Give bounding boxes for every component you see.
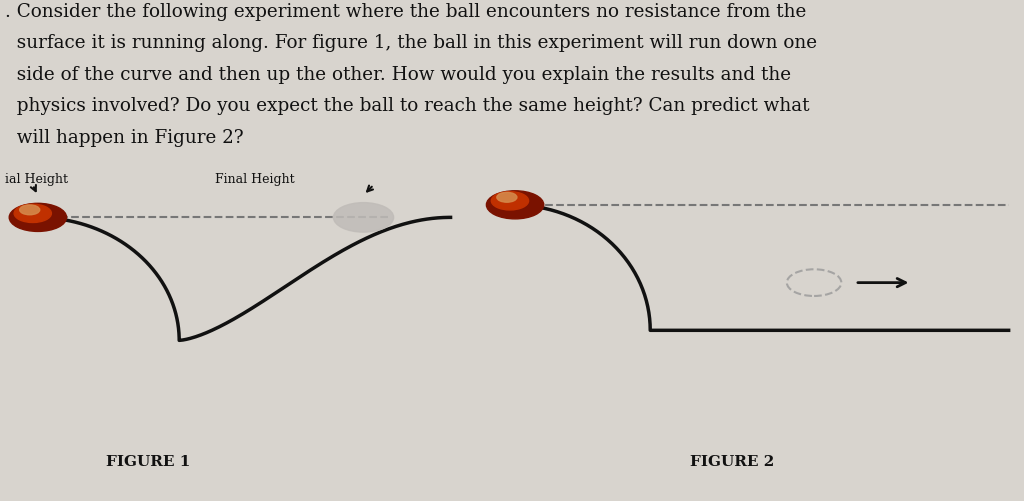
Text: ial Height: ial Height	[5, 173, 69, 186]
Text: side of the curve and then up the other. How would you explain the results and t: side of the curve and then up the other.…	[5, 66, 792, 84]
Circle shape	[9, 204, 67, 232]
Circle shape	[492, 192, 528, 210]
Text: . Consider the following experiment where the ball encounters no resistance from: . Consider the following experiment wher…	[5, 3, 807, 21]
Text: FIGURE 2: FIGURE 2	[690, 454, 774, 468]
Circle shape	[497, 193, 517, 203]
Text: physics involved? Do you expect the ball to reach the same height? Can predict w: physics involved? Do you expect the ball…	[5, 97, 810, 115]
Circle shape	[334, 203, 393, 232]
Circle shape	[486, 191, 544, 219]
Text: Final Height: Final Height	[215, 173, 295, 186]
Text: FIGURE 1: FIGURE 1	[106, 454, 190, 468]
Circle shape	[19, 205, 40, 215]
Text: will happen in Figure 2?: will happen in Figure 2?	[5, 129, 244, 147]
Text: surface it is running along. For figure 1, the ball in this experiment will run : surface it is running along. For figure …	[5, 34, 817, 52]
Circle shape	[14, 205, 51, 223]
